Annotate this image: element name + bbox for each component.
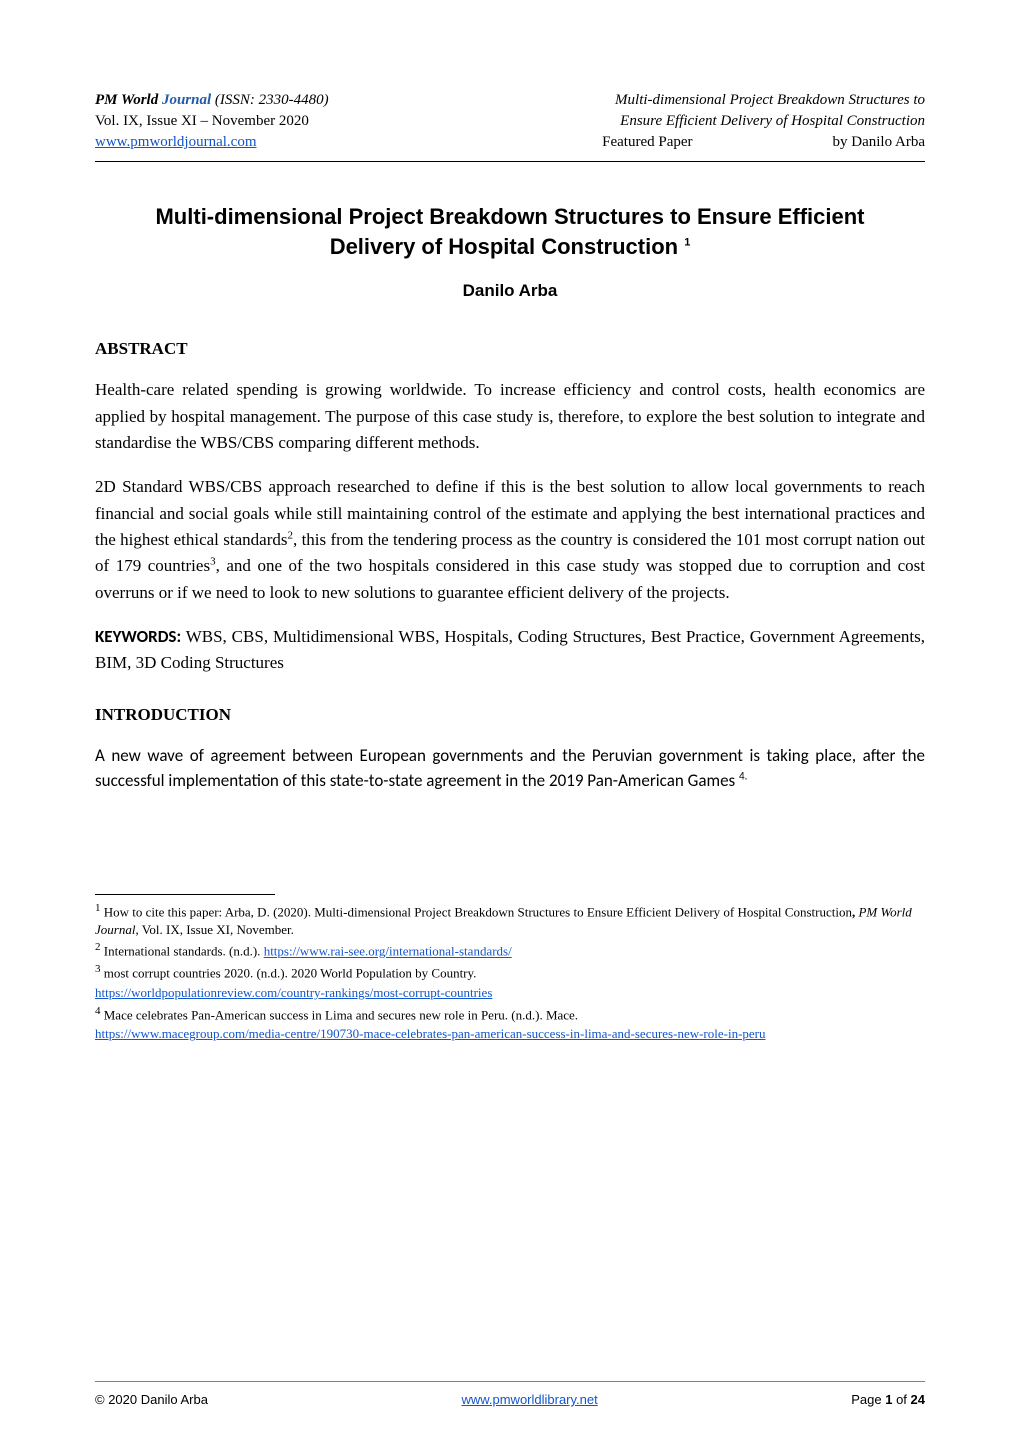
abstract-p2-c: , and one of the two hospitals considere…: [95, 556, 925, 601]
header-right: Multi-dimensional Project Breakdown Stru…: [602, 90, 925, 153]
introduction-para-1: A new wave of agreement between European…: [95, 743, 925, 794]
page-container: PM World Journal (ISSN: 2330-4480) Vol. …: [0, 0, 1020, 1442]
author-name: Danilo Arba: [95, 281, 925, 301]
header-left: PM World Journal (ISSN: 2330-4480) Vol. …: [95, 90, 329, 153]
footnote-3-text: most corrupt countries 2020. (n.d.). 202…: [101, 965, 477, 980]
keywords-label: KEYWORDS:: [95, 626, 181, 647]
featured-paper-label: Featured Paper: [602, 132, 692, 153]
footer-page-number: Page 1 of 24: [851, 1392, 925, 1407]
footnote-3: 3 most corrupt countries 2020. (n.d.). 2…: [95, 962, 925, 982]
footnote-4: 4 Mace celebrates Pan-American success i…: [95, 1004, 925, 1024]
header-paper-title-2: Ensure Efficient Delivery of Hospital Co…: [602, 111, 925, 132]
author-byline: by Danilo Arba: [833, 132, 925, 153]
footnote-1: 1 How to cite this paper: Arba, D. (2020…: [95, 901, 925, 938]
footnote-2-text: International standards. (n.d.).: [101, 944, 264, 959]
footnote-4-link-line: https://www.macegroup.com/media-centre/1…: [95, 1025, 925, 1043]
paper-title: Multi-dimensional Project Breakdown Stru…: [135, 202, 885, 261]
footnote-2-link[interactable]: https://www.rai-see.org/international-st…: [264, 944, 512, 959]
footnote-4-text: Mace celebrates Pan-American success in …: [101, 1007, 579, 1022]
page-footer: © 2020 Danilo Arba www.pmworldlibrary.ne…: [95, 1381, 925, 1407]
abstract-para-2: 2D Standard WBS/CBS approach researched …: [95, 474, 925, 606]
abstract-para-1: Health-care related spending is growing …: [95, 377, 925, 456]
footnote-4-link[interactable]: https://www.macegroup.com/media-centre/1…: [95, 1026, 766, 1041]
introduction-heading: INTRODUCTION: [95, 705, 925, 725]
title-footnote-ref: 1: [684, 236, 690, 248]
page-label: Page: [851, 1392, 885, 1407]
header-bottom-row: Featured Paper by Danilo Arba: [602, 132, 925, 153]
footnote-separator: [95, 894, 275, 895]
footnote-ref-4: 4.: [739, 770, 747, 783]
footer-library-url[interactable]: www.pmworldlibrary.net: [461, 1392, 597, 1407]
issn: (ISSN: 2330-4480): [211, 92, 328, 108]
footer-copyright: © 2020 Danilo Arba: [95, 1392, 208, 1407]
footnote-1-text-c: , Vol. IX, Issue XI, November.: [135, 922, 293, 937]
header-paper-title-1: Multi-dimensional Project Breakdown Stru…: [602, 90, 925, 111]
vol-issue: Vol. IX, Issue XI – November 2020: [95, 111, 329, 132]
footnote-3-link-line: https://worldpopulationreview.com/countr…: [95, 984, 925, 1002]
title-text: Multi-dimensional Project Breakdown Stru…: [155, 204, 864, 259]
keywords-values: WBS, CBS, Multidimensional WBS, Hospital…: [95, 627, 925, 672]
journal-url[interactable]: www.pmworldjournal.com: [95, 132, 329, 153]
keywords-line: KEYWORDS: WBS, CBS, Multidimensional WBS…: [95, 624, 925, 677]
journal-url-link[interactable]: www.pmworldjournal.com: [95, 134, 257, 150]
footnote-2: 2 International standards. (n.d.). https…: [95, 940, 925, 960]
running-header: PM World Journal (ISSN: 2330-4480) Vol. …: [95, 90, 925, 162]
page-total: 24: [911, 1392, 925, 1407]
journal-title-line: PM World Journal (ISSN: 2330-4480): [95, 90, 329, 111]
abstract-heading: ABSTRACT: [95, 339, 925, 359]
footnote-1-text-a: How to cite this paper: Arba, D. (2020).…: [101, 904, 852, 919]
page-of: of: [892, 1392, 910, 1407]
journal-title-prefix: PM World: [95, 92, 162, 108]
journal-title-word: Journal: [162, 92, 211, 108]
footnote-3-link[interactable]: https://worldpopulationreview.com/countr…: [95, 985, 492, 1000]
intro-p1-a: A new wave of agreement between European…: [95, 745, 925, 792]
